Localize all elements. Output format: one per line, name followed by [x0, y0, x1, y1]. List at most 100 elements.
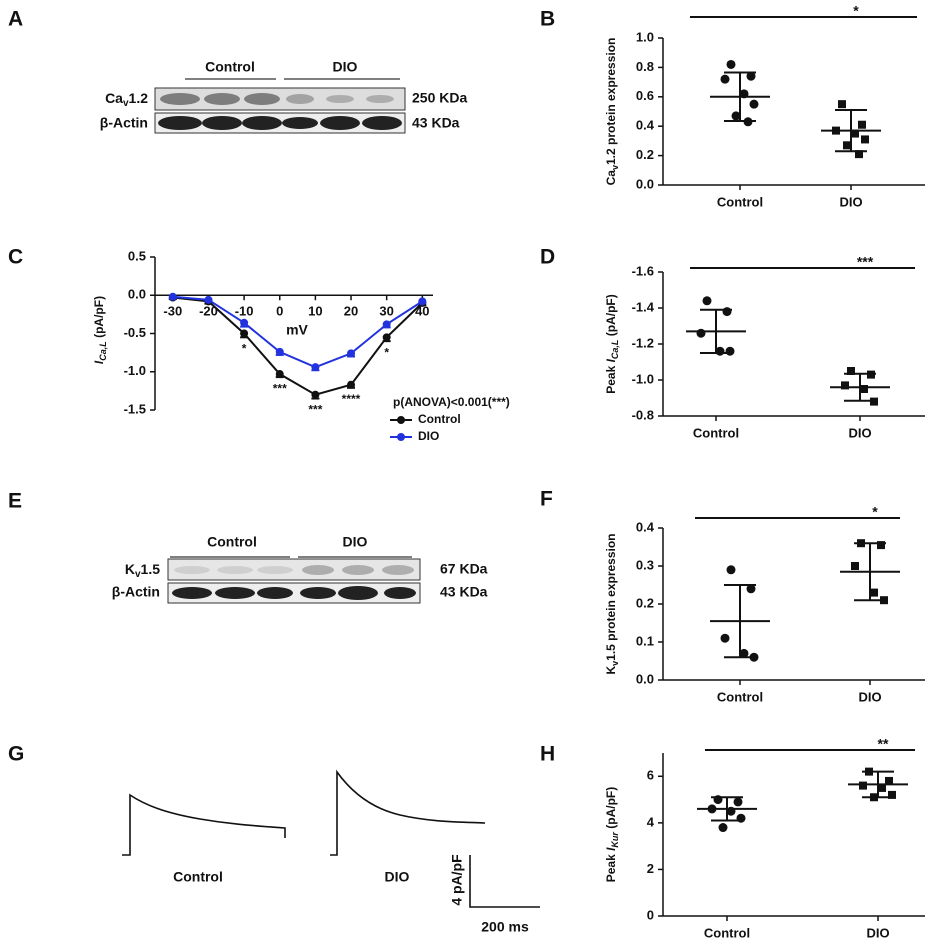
row-label: β-Actin	[112, 584, 160, 600]
label-part: (pA/pF)	[604, 787, 618, 832]
significance: *	[242, 341, 247, 355]
y-tick-label: -0.5	[124, 325, 146, 340]
data-point	[746, 584, 756, 594]
y-tick-label: 0.2	[636, 147, 654, 162]
size-label: 250 KDa	[412, 90, 467, 106]
panel-letter: C	[8, 246, 23, 269]
panel-letter: B	[540, 8, 555, 31]
y-tick-label: 0.8	[636, 59, 654, 74]
x-tick-label: -10	[235, 304, 254, 319]
y-tick-label: -1.4	[632, 299, 655, 314]
data-point	[851, 562, 859, 570]
y-tick-label: -1.0	[632, 371, 654, 386]
panel-letter: A	[8, 8, 23, 31]
data-point	[746, 71, 756, 81]
data-point	[847, 367, 855, 375]
y-axis-label: Cav1.2 protein expression	[604, 38, 620, 186]
x-tick-label: -20	[199, 304, 218, 319]
size-label: 43 KDa	[412, 115, 460, 131]
data-point	[726, 565, 736, 575]
y-tick-label: 0.2	[636, 595, 654, 610]
y-tick-label: 2	[647, 861, 654, 876]
y-tick-label: -1.0	[124, 363, 146, 378]
data-point	[878, 783, 886, 792]
data-point	[347, 380, 356, 389]
data-point	[858, 120, 866, 129]
label-part: Ca	[604, 170, 618, 186]
significance: ***	[857, 254, 874, 270]
significance: ***	[273, 381, 287, 395]
trace-label: DIO	[385, 869, 410, 885]
y-tick-label: 0.0	[636, 176, 654, 191]
significance: ***	[308, 403, 322, 417]
y-tick-label: 0.5	[128, 248, 146, 263]
data-point	[696, 328, 706, 338]
label-part: Ca,L	[610, 340, 620, 360]
y-axis-label: ICa,L (pA/pF)	[92, 296, 108, 364]
data-point	[240, 329, 249, 338]
x-tick-label: DIO	[848, 425, 871, 440]
data-point	[720, 74, 730, 84]
data-point	[888, 790, 896, 799]
trace-label: Control	[173, 869, 223, 885]
y-tick-label: 0.0	[128, 287, 146, 302]
x-axis-label: mV	[286, 322, 308, 338]
y-tick-label: 0.6	[636, 88, 654, 103]
blot-a: Control DIO Cav1.2 β-Actin 250 KDa 43 KD…	[100, 59, 467, 134]
legend-marker	[397, 433, 405, 441]
panel-letter: D	[540, 246, 555, 269]
y-axis-label: Kv1.5 protein expression	[604, 533, 620, 674]
significance: *	[853, 3, 859, 19]
group-label: Control	[207, 534, 257, 550]
data-point	[722, 307, 732, 317]
data-point	[725, 346, 735, 356]
data-point	[418, 297, 427, 306]
group-label: DIO	[333, 59, 358, 75]
label-part: Peak	[604, 362, 618, 393]
data-point	[731, 111, 741, 121]
annotation: p(ANOVA)<0.001(***)	[393, 395, 510, 409]
size-label: 43 KDa	[440, 584, 488, 600]
y-tick-label: 0.0	[636, 671, 654, 686]
data-point	[859, 781, 867, 790]
label-part: 1.2 protein expression	[604, 38, 618, 165]
data-point	[855, 150, 863, 159]
label-part: Peak	[604, 851, 618, 882]
scale-label: 4 pA/pF	[449, 854, 465, 906]
legend-label: DIO	[418, 429, 439, 443]
x-tick-label: Control	[717, 689, 763, 704]
group-label: Control	[205, 59, 255, 75]
data-point	[720, 633, 730, 643]
panel-letter: H	[540, 743, 555, 766]
x-tick-label: Control	[704, 925, 750, 940]
label-part: 1.5 protein expression	[604, 533, 618, 660]
y-tick-label: -1.5	[124, 401, 146, 416]
y-tick-label: 0.4	[636, 519, 655, 534]
data-point	[382, 333, 391, 342]
label-part: (pA/pF)	[92, 296, 106, 341]
data-point	[275, 370, 284, 379]
data-point	[733, 797, 743, 807]
data-point	[838, 100, 846, 109]
data-point	[702, 296, 712, 306]
legend-label: Control	[418, 412, 461, 426]
x-tick-label: 20	[344, 304, 358, 319]
group-label: DIO	[343, 534, 368, 550]
data-point	[739, 648, 749, 658]
x-tick-label: DIO	[866, 925, 889, 940]
label-part: (pA/pF)	[604, 294, 618, 339]
y-axis-label: Peak ICa,L (pA/pF)	[604, 294, 620, 394]
data-point	[311, 363, 320, 372]
y-tick-label: 0	[647, 907, 654, 922]
label-part: v	[610, 165, 620, 170]
y-tick-label: -0.8	[632, 407, 654, 422]
label-part: I	[604, 358, 618, 362]
panel-letter: E	[8, 490, 22, 513]
traces	[122, 769, 540, 908]
data-point	[718, 823, 728, 833]
data-point	[726, 59, 736, 69]
y-tick-label: 1.0	[636, 29, 654, 44]
data-point	[885, 776, 893, 785]
data-point	[382, 320, 391, 329]
data-point	[168, 292, 177, 301]
